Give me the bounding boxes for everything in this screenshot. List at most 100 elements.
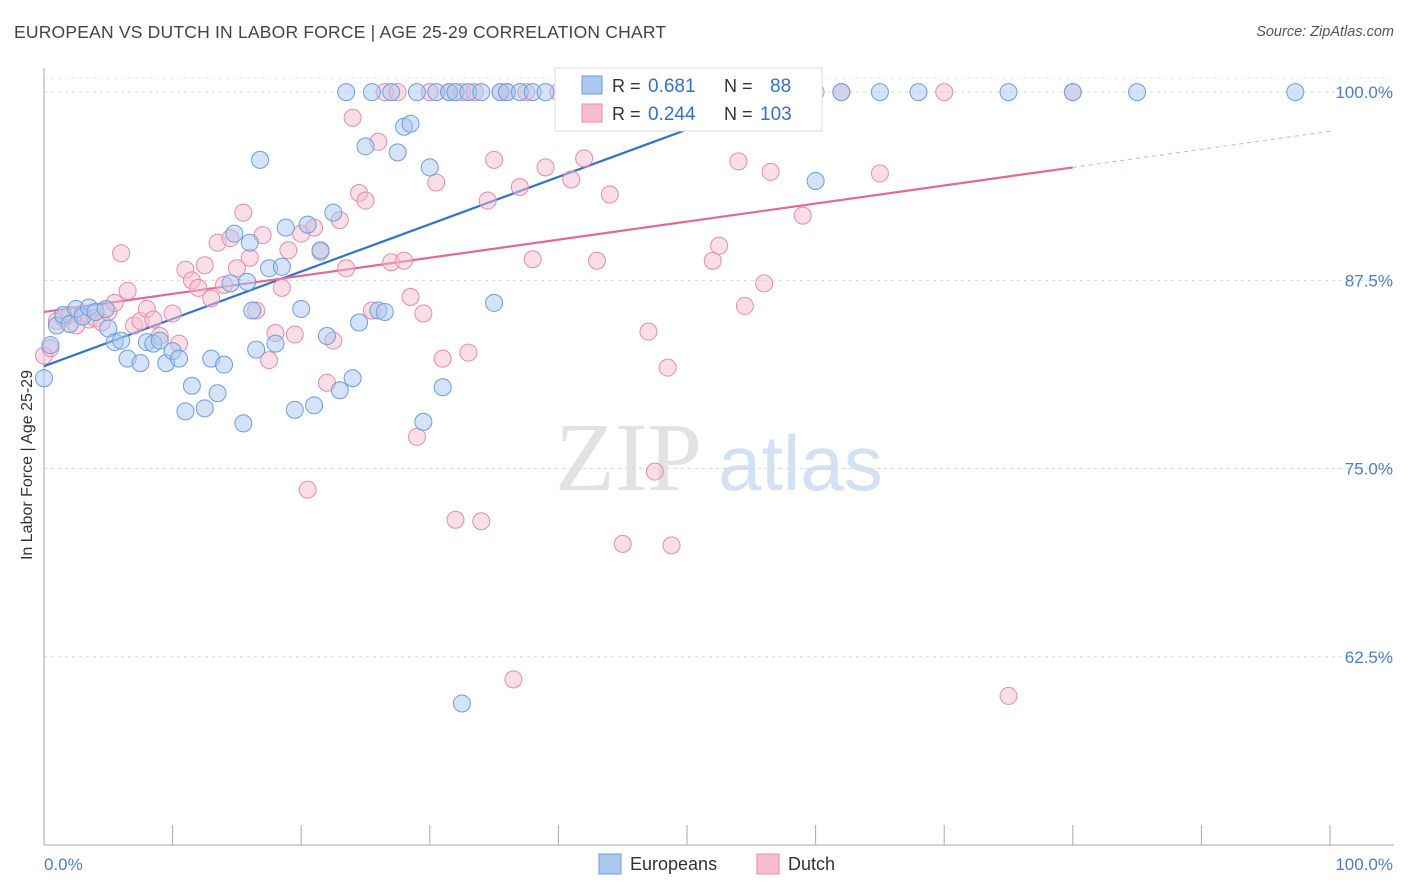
x-tick-label-min: 0.0% bbox=[44, 855, 83, 874]
dutch-r-value: 0.244 bbox=[648, 104, 696, 125]
dutch-swatch bbox=[581, 103, 603, 123]
dutch-point bbox=[870, 164, 889, 183]
dutch-point bbox=[600, 185, 619, 204]
dutch-point bbox=[575, 149, 594, 168]
europeans-point bbox=[870, 83, 889, 102]
y-tick-label: 100.0% bbox=[1335, 83, 1393, 102]
europeans-point bbox=[176, 402, 195, 421]
europeans-point bbox=[909, 83, 928, 102]
europeans-point bbox=[401, 114, 420, 133]
europeans-point bbox=[131, 354, 150, 373]
legend-dutch-swatch bbox=[756, 853, 780, 875]
europeans-point bbox=[221, 274, 240, 293]
dutch-point bbox=[703, 251, 722, 270]
europeans-point bbox=[41, 336, 60, 355]
legend-dutch-label: Dutch bbox=[788, 854, 835, 874]
dutch-point bbox=[478, 191, 497, 210]
europeans-point bbox=[251, 150, 270, 169]
europeans-point bbox=[472, 83, 491, 102]
dutch-point bbox=[562, 170, 581, 189]
dutch-point bbox=[343, 108, 362, 127]
legend-europeans-swatch bbox=[598, 853, 622, 875]
dutch-point bbox=[356, 191, 375, 210]
dutch-point bbox=[459, 343, 478, 362]
dutch-point bbox=[999, 686, 1018, 705]
europeans-point bbox=[806, 171, 825, 190]
europeans-point bbox=[1063, 83, 1082, 102]
europeans-point bbox=[215, 355, 234, 374]
europeans-point bbox=[414, 412, 433, 431]
europeans-point bbox=[324, 203, 343, 222]
europeans-point bbox=[208, 384, 227, 403]
watermark-atlas: atlas bbox=[718, 419, 883, 507]
chart-title: EUROPEAN VS DUTCH IN LABOR FORCE | AGE 2… bbox=[14, 22, 667, 42]
dutch-point bbox=[433, 349, 452, 368]
europeans-point bbox=[311, 241, 330, 260]
europeans-point bbox=[266, 334, 285, 353]
y-tick-label: 75.0% bbox=[1345, 460, 1393, 479]
europeans-point bbox=[96, 299, 115, 318]
europeans-point bbox=[337, 83, 356, 102]
europeans-point bbox=[247, 340, 266, 359]
watermark: ZIP atlas bbox=[555, 404, 883, 512]
europeans-point bbox=[35, 369, 53, 388]
dutch-point bbox=[793, 206, 812, 225]
europeans-r-label: R = bbox=[612, 76, 641, 96]
europeans-point bbox=[452, 694, 471, 713]
dutch-point bbox=[645, 462, 664, 481]
europeans-point bbox=[195, 399, 214, 418]
europeans-point bbox=[285, 400, 304, 419]
trend-lines bbox=[43, 100, 1331, 368]
europeans-n-label: N = bbox=[724, 76, 753, 96]
dutch-point bbox=[735, 296, 754, 315]
europeans-point bbox=[238, 272, 257, 291]
dutch-point bbox=[227, 259, 246, 278]
dutch-point bbox=[144, 310, 163, 329]
dutch-r-label: R = bbox=[612, 104, 641, 124]
dutch-point bbox=[118, 281, 137, 300]
dutch-point bbox=[395, 251, 414, 270]
dutch-point bbox=[272, 278, 291, 297]
dutch-point bbox=[279, 241, 298, 260]
europeans-point bbox=[225, 224, 244, 243]
europeans-point bbox=[170, 349, 189, 368]
dutch-point bbox=[504, 670, 523, 689]
europeans-points bbox=[35, 83, 1305, 713]
dutch-point bbox=[240, 248, 259, 267]
dutch-point bbox=[401, 287, 420, 306]
dutch-point bbox=[414, 304, 433, 323]
europeans-point bbox=[276, 218, 295, 237]
dutch-trend-extension bbox=[1072, 130, 1331, 168]
europeans-point bbox=[433, 378, 452, 397]
dutch-point bbox=[639, 322, 658, 341]
europeans-point bbox=[182, 376, 201, 395]
dutch-point bbox=[510, 177, 529, 196]
source-credit: Source: ZipAtlas.com bbox=[1256, 24, 1394, 40]
dutch-point bbox=[189, 278, 208, 297]
grid-lines bbox=[44, 77, 1394, 658]
europeans-n-value: 88 bbox=[770, 76, 791, 97]
europeans-point bbox=[343, 369, 362, 388]
dutch-point bbox=[446, 510, 465, 529]
europeans-point bbox=[272, 257, 291, 276]
europeans-point bbox=[388, 143, 407, 162]
stats-legend: R = 0.681 N = 88 R = 0.244 N = 103 bbox=[554, 67, 823, 132]
europeans-swatch bbox=[581, 75, 603, 95]
dutch-point bbox=[112, 244, 131, 263]
europeans-point bbox=[305, 396, 324, 415]
dutch-point bbox=[427, 173, 446, 192]
europeans-point bbox=[317, 327, 336, 346]
dutch-point bbox=[587, 251, 606, 270]
dutch-point bbox=[298, 480, 317, 499]
europeans-point bbox=[832, 83, 851, 102]
europeans-point bbox=[407, 83, 426, 102]
europeans-point bbox=[536, 83, 555, 102]
series-legend: Europeans Dutch bbox=[598, 853, 835, 875]
europeans-trend-line bbox=[43, 100, 765, 368]
dutch-point bbox=[613, 534, 632, 553]
europeans-point bbox=[1128, 83, 1147, 102]
dutch-point bbox=[710, 236, 729, 255]
europeans-point bbox=[485, 293, 504, 312]
europeans-point bbox=[150, 331, 169, 350]
